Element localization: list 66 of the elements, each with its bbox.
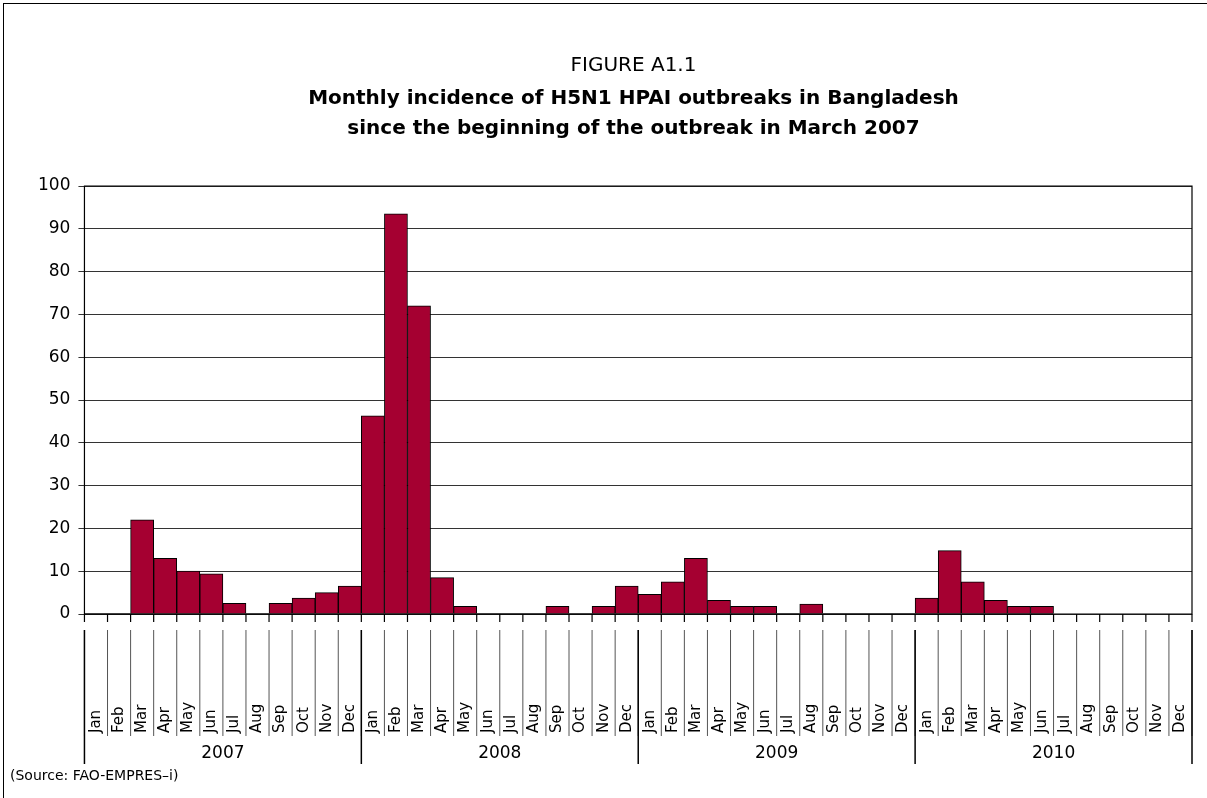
y-tick-label: 0 <box>59 602 71 623</box>
x-tick-label: Sep <box>824 704 843 733</box>
x-tick-label: Mar <box>962 703 981 733</box>
x-tick-label: Jun <box>201 709 220 734</box>
x-tick-label: Feb <box>108 706 127 733</box>
x-tick-label: Mar <box>685 703 704 733</box>
x-tick-label: Aug <box>524 703 543 733</box>
x-tick-label: Apr <box>985 706 1004 733</box>
y-tick-label: 40 <box>48 431 71 452</box>
x-tick-label: May <box>731 701 750 733</box>
x-tick-label: Nov <box>593 703 612 733</box>
x-tick-label: Oct <box>570 706 589 733</box>
x-tick-label: Oct <box>293 706 312 733</box>
x-tick-label: Apr <box>155 706 174 733</box>
y-tick-label: 70 <box>48 302 71 323</box>
y-tick-label: 50 <box>48 388 71 409</box>
x-tick-label: Sep <box>547 704 566 733</box>
chart-title: FIGURE A1.1 <box>569 52 698 76</box>
x-tick-label: Jun <box>478 709 497 734</box>
x-tick-label: Nov <box>870 703 889 733</box>
chart-subtitle: Monthly incidence of H5N1 HPAI outbreaks in Bangladesh since the beginning of the outbreak in March 2007 <box>307 84 960 141</box>
x-tick-label: May <box>455 701 474 733</box>
x-tick-label: May <box>1008 701 1027 733</box>
x-tick-label: Feb <box>662 706 681 733</box>
x-tick-label: Jan <box>639 709 658 734</box>
x-tick-label: Jul <box>501 714 520 734</box>
x-tick-label: Dec <box>893 703 912 733</box>
x-tick-label: Nov <box>316 703 335 733</box>
x-tick-label: Apr <box>431 706 450 733</box>
text: 2009 <box>755 742 799 763</box>
x-tick-label: Aug <box>1078 703 1097 733</box>
x-tick-label: Dec <box>616 703 635 733</box>
y-tick-label: 60 <box>48 345 71 366</box>
x-tick-label: Jun <box>1031 709 1050 734</box>
y-tick-label: 10 <box>48 559 71 580</box>
x-tick-label: Aug <box>247 703 266 733</box>
y-tick-label: 90 <box>48 217 71 238</box>
x-tick-label: Nov <box>1147 703 1166 733</box>
x-tick-label: Dec <box>339 703 358 733</box>
x-tick-label: Jan <box>85 709 104 734</box>
x-tick-label: Jul <box>224 714 243 734</box>
x-tick-label: Sep <box>270 704 289 733</box>
y-tick-label: 100 <box>37 174 71 195</box>
y-tick-label: 80 <box>48 260 71 281</box>
x-tick-label: Sep <box>1101 704 1120 733</box>
x-tick-label: Feb <box>939 706 958 733</box>
text: 2007 <box>201 742 245 763</box>
x-tick-label: Jun <box>755 709 774 734</box>
x-tick-label: Jan <box>916 709 935 734</box>
text: (Source: FAO-EMPRES–i) <box>10 766 179 783</box>
text: 2008 <box>478 742 522 763</box>
x-tick-label: Mar <box>132 703 151 733</box>
x-tick-label: Jan <box>362 709 381 734</box>
x-tick-label: Oct <box>847 706 866 733</box>
x-tick-label: Oct <box>1124 706 1143 733</box>
x-tick-label: Aug <box>801 703 820 733</box>
x-tick-label: Feb <box>385 706 404 733</box>
x-tick-label: Jul <box>1054 714 1073 734</box>
x-tick-label: Mar <box>408 703 427 733</box>
text: 2010 <box>1031 742 1076 763</box>
x-tick-label: Jul <box>778 714 797 734</box>
x-tick-label: Apr <box>708 706 727 733</box>
x-tick-label: Dec <box>1170 703 1189 733</box>
x-tick-label: May <box>178 701 197 733</box>
y-tick-label: 30 <box>48 474 71 495</box>
y-tick-label: 20 <box>48 516 71 537</box>
